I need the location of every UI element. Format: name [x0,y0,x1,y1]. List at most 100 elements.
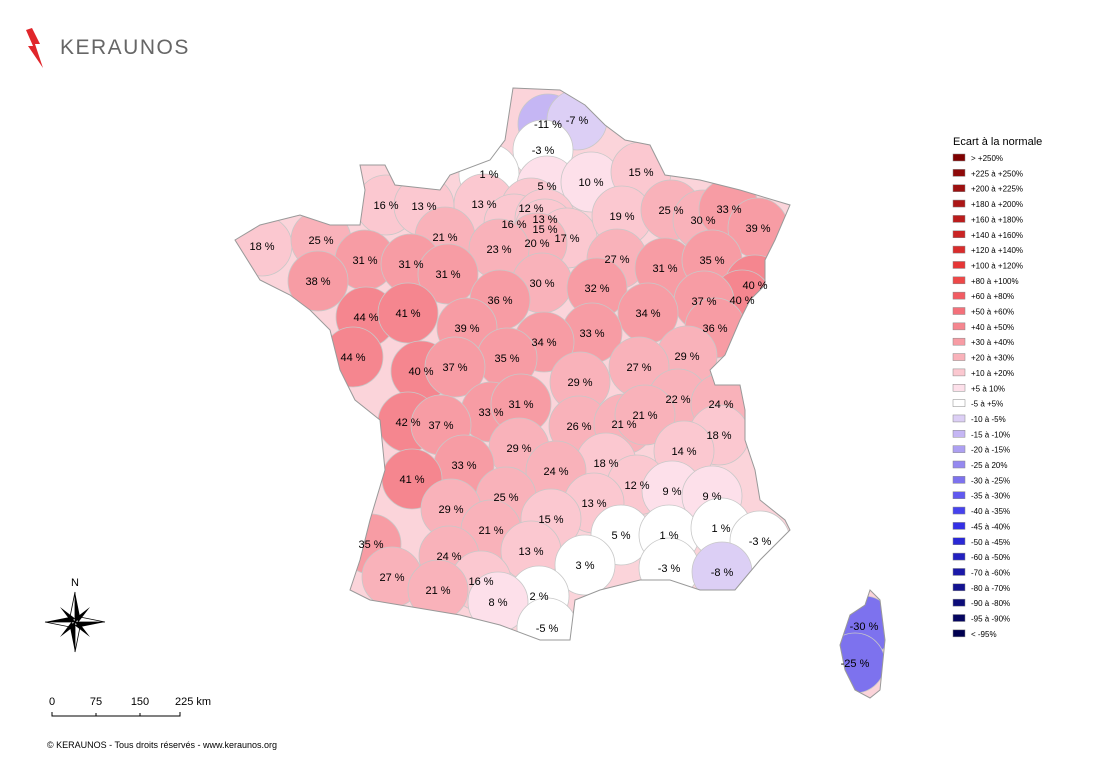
department [417,243,479,305]
department-label: 35 % [358,539,383,551]
logo: KERAUNOS [26,28,190,68]
legend-swatch [952,430,966,438]
department-label: -30 % [850,621,879,633]
department-label: 1 % [660,530,679,542]
compass-light [44,591,106,653]
legend-label: +120 à +140% [971,246,1023,255]
legend-swatch [952,614,966,622]
department-label: 27 % [626,362,651,374]
legend-swatch [952,629,966,638]
department-label: 9 % [703,491,722,503]
compass-diag [60,607,90,637]
legend-swatch [952,399,966,407]
legend-swatch [952,353,966,361]
legend-swatch [952,537,966,545]
department-label: 23 % [486,244,511,256]
legend-swatch [952,384,966,392]
department-label: 18 % [706,430,731,442]
legend-label: +20 à +30% [971,354,1014,363]
scale-bar: 0 75 150 225 km [49,696,211,717]
department-label: 29 % [506,443,531,455]
department-label: 31 % [352,255,377,267]
legend-label: +30 à +40% [971,338,1014,347]
legend-label: +160 à +180% [971,215,1023,224]
department-label: 27 % [604,254,629,266]
department-label: -11 % [534,119,562,131]
department-label: 24 % [708,399,733,411]
legend-swatch [952,199,966,208]
department-label: 37 % [691,296,716,308]
department-label: 18 % [249,241,274,253]
department-label: 21 % [611,419,636,431]
legend-swatch [952,337,966,346]
department-label: 29 % [567,377,592,389]
scale-label: 150 [131,696,149,708]
department-label: 30 % [690,215,715,227]
department-label: 5 % [612,530,631,542]
department-label: -7 % [566,115,589,127]
legend: Ecart à la normale > +250% +225 à +250% +2… [952,136,1042,639]
department-label: -3 % [658,563,681,575]
department-label: 33 % [451,460,476,472]
department-label: 15 % [538,514,563,526]
department-label: 24 % [543,466,568,478]
department-label: 10 % [578,177,603,189]
legend-title: Ecart à la normale [953,136,1042,148]
department-label: 44 % [340,352,365,364]
department-label: 40 % [742,280,767,292]
footer: © KERAUNOS - Tous droits réservés - www.… [47,740,277,750]
legend-swatch [952,491,966,499]
legend-label: +180 à +200% [971,200,1023,209]
legend-swatch [952,568,966,576]
legend-swatch [952,184,966,192]
legend-label: -35 à -30% [971,492,1010,501]
legend-swatch [952,522,966,530]
department-label: 32 % [584,283,609,295]
legend-swatch [952,506,966,515]
legend-label: +50 à +60% [971,308,1014,317]
department-label: 41 % [395,308,420,320]
legend-swatch [952,414,966,423]
department-label: 19 % [609,211,634,223]
department-label: 35 % [699,255,724,267]
department-label: 12 % [624,480,649,492]
department-label: 20 % [524,238,549,250]
department-label: 5 % [538,181,557,193]
department-label: 18 % [593,458,618,470]
legend-label: -5 à +5% [971,400,1003,409]
legend-swatch [952,460,966,469]
legend-label: -70 à -60% [971,568,1010,577]
department-label: 40 % [408,366,433,378]
legend-label: +200 à +225% [971,185,1023,194]
department-label: -8 % [711,567,734,579]
legend-swatch [952,552,966,561]
legend-label: +40 à +50% [971,323,1014,332]
logo-text: KERAUNOS [60,36,190,59]
department-label: 13 % [411,201,436,213]
department-label: 13 % [518,546,543,558]
legend-swatch [952,598,966,607]
legend-swatch [952,230,966,238]
legend-label: +225 à +250% [971,169,1023,178]
legend-swatch [952,215,966,223]
department-label: -3 % [532,145,555,157]
department-label: 29 % [438,504,463,516]
department-label: 33 % [716,204,741,216]
legend-swatch [952,445,966,453]
scale-label: 0 [49,696,55,708]
department-label: 21 % [632,410,657,422]
department-label: -25 % [841,658,870,670]
legend-swatch [952,153,966,162]
compass-label: N [71,577,79,589]
department-label: 38 % [305,276,330,288]
legend-label: +5 à 10% [971,384,1005,393]
department-label: 16 % [373,200,398,212]
department-label: 36 % [702,323,727,335]
legend-label: > +250% [971,154,1003,163]
legend-label: -15 à -10% [971,430,1010,439]
department-label: 15 % [628,167,653,179]
department-label: 33 % [478,407,503,419]
legend-swatch [952,291,966,300]
department-label: 25 % [493,492,518,504]
